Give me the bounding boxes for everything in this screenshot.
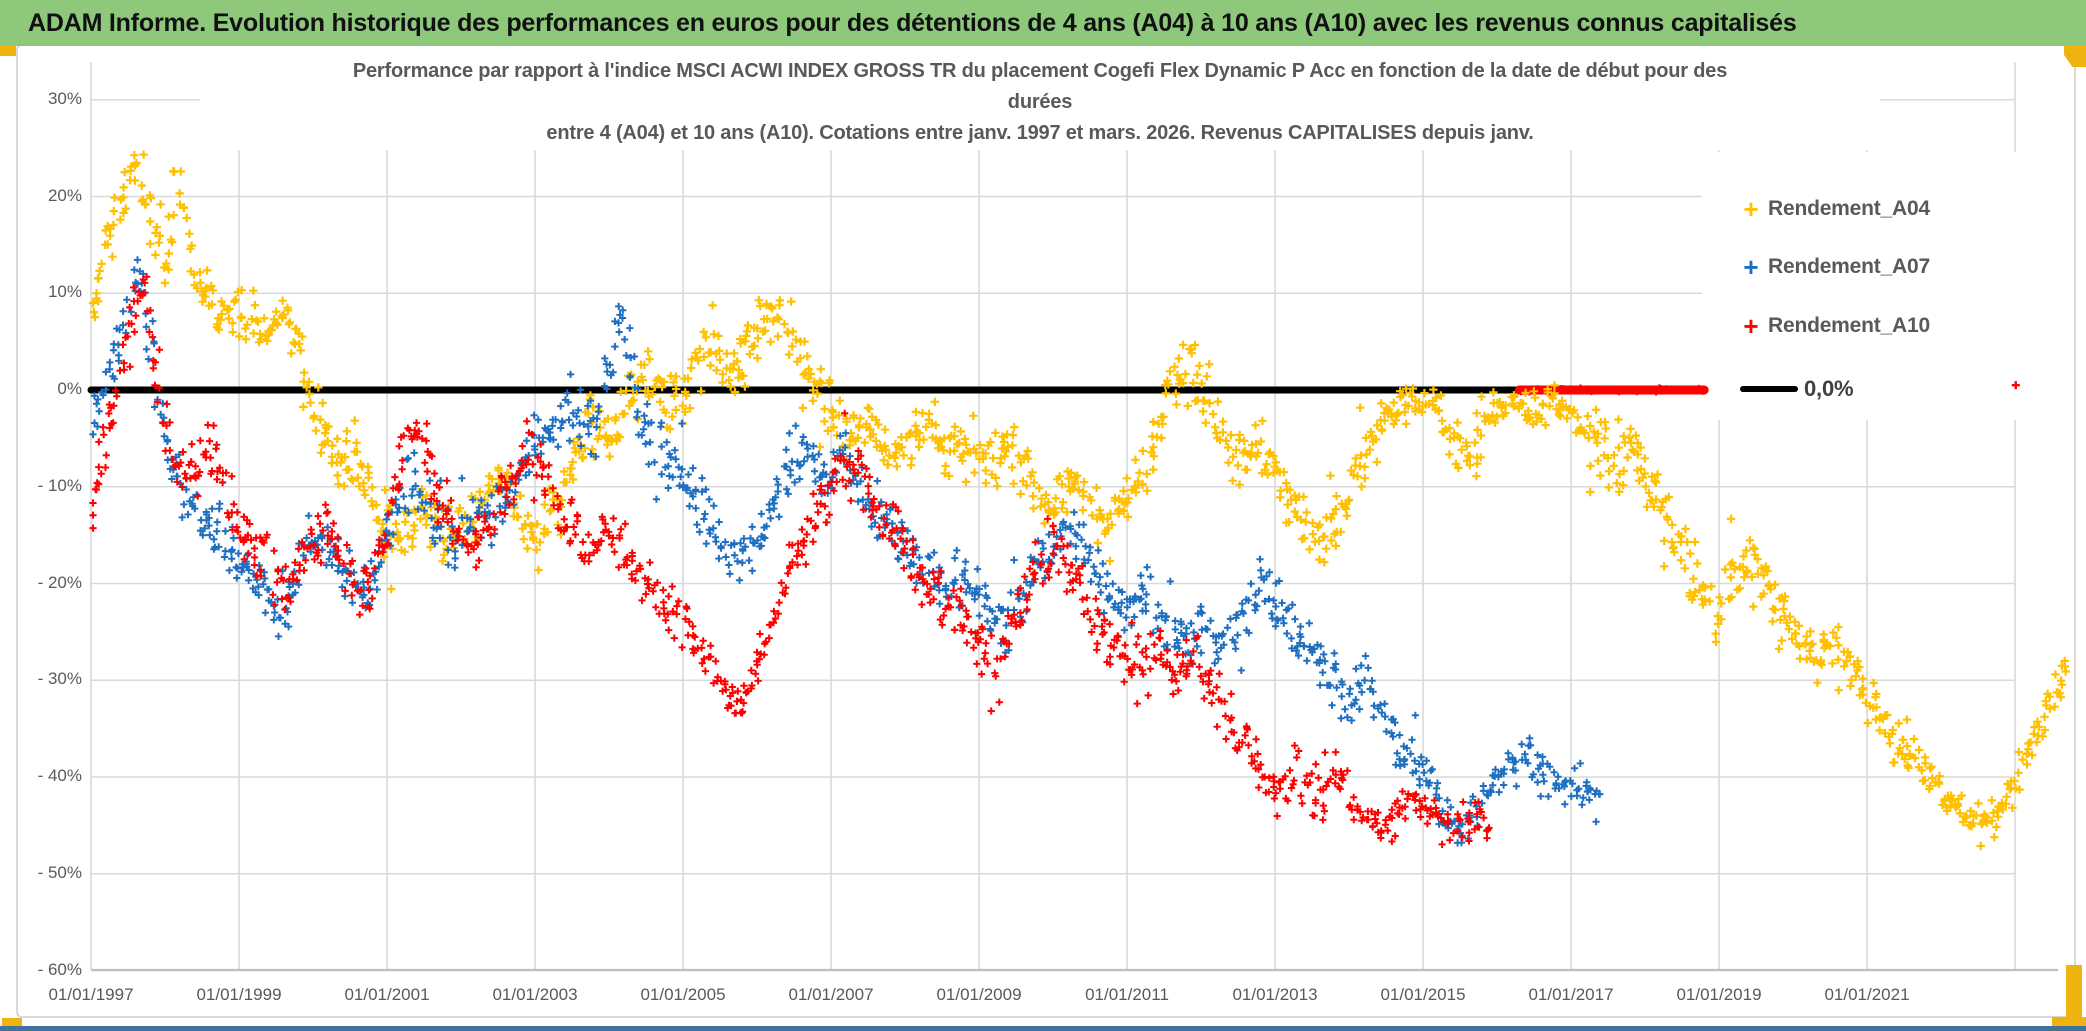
chart-title-line-1: Performance par rapport à l'indice MSCI … (352, 60, 1728, 82)
chart-title: Performance par rapport à l'indice MSCI … (200, 56, 1880, 149)
legend-item-rendement-a04: + Rendement_A04 (1734, 196, 1930, 222)
series-rendement-a10-points (89, 273, 1493, 848)
header-bar: ADAM Informe. Evolution historique des p… (0, 0, 2086, 46)
x-axis-label: 01/01/2009 (936, 985, 1022, 1004)
series-rendement-a04-points (88, 150, 2070, 851)
bottom-blue-strip (0, 1026, 2086, 1031)
x-axis-label: 01/01/2001 (344, 985, 430, 1004)
y-axis-label: - 10% (37, 475, 82, 495)
legend-label: 0,0% (1804, 376, 1854, 401)
x-axis-label: 01/01/2011 (1085, 985, 1169, 1004)
x-axis-label: 01/01/2021 (1824, 985, 1910, 1004)
y-axis-label: 0% (57, 379, 82, 398)
x-axis-label: 01/01/2007 (788, 985, 874, 1004)
y-axis-label: - 40% (37, 766, 82, 785)
x-axis-label: 01/01/2015 (1380, 985, 1466, 1004)
x-axis-label: 01/01/2019 (1676, 985, 1762, 1004)
chart-title-line-2: durées (1007, 91, 1073, 113)
legend-label: Rendement_A04 (1768, 197, 1930, 220)
legend-item-zero-line: 0,0% (1740, 376, 1854, 402)
y-axis-label: - 30% (37, 669, 82, 689)
stray-red-marker (2011, 381, 2020, 390)
y-axis-label: - 60% (37, 959, 82, 979)
legend-background (1702, 152, 2062, 420)
x-axis-label: 01/01/2003 (492, 985, 578, 1004)
x-axis-label: 01/01/2005 (640, 985, 726, 1004)
x-axis-label: 01/01/2013 (1232, 985, 1318, 1004)
gold-accent-bottom-left-icon (2, 1018, 22, 1028)
chart-title-line-3: entre 4 (A04) et 10 ans (A10). Cotations… (546, 122, 1534, 144)
gold-accent-top-right-icon (2064, 46, 2086, 67)
gold-accent-left-icon (0, 46, 16, 56)
legend-item-rendement-a07: + Rendement_A07 (1734, 254, 1930, 280)
zero-line-sample-icon (1740, 386, 1798, 392)
y-axis-label: 10% (47, 282, 82, 302)
x-axis-label: 01/01/1999 (196, 985, 282, 1004)
legend-item-rendement-a10: + Rendement_A10 (1734, 313, 1930, 339)
plus-marker-icon: + (1743, 194, 1759, 224)
legend-label: Rendement_A10 (1768, 314, 1930, 337)
x-axis-label: 01/01/2017 (1528, 985, 1614, 1004)
legend-label: Rendement_A07 (1768, 255, 1930, 278)
gold-accent-bottom-right-v-icon (2066, 965, 2082, 1025)
series-rendement-a07-points (89, 256, 1604, 847)
chart-title-background (200, 52, 1880, 150)
plus-marker-icon: + (1743, 252, 1759, 282)
x-axis-label: 01/01/1997 (48, 985, 134, 1004)
y-axis-label: - 20% (37, 572, 82, 592)
y-axis-label: 20% (47, 185, 82, 205)
y-axis-label: 30% (47, 88, 82, 108)
y-axis-label: - 50% (37, 862, 82, 882)
plus-marker-icon: + (1743, 311, 1759, 341)
page-title: ADAM Informe. Evolution historique des p… (28, 8, 1797, 37)
